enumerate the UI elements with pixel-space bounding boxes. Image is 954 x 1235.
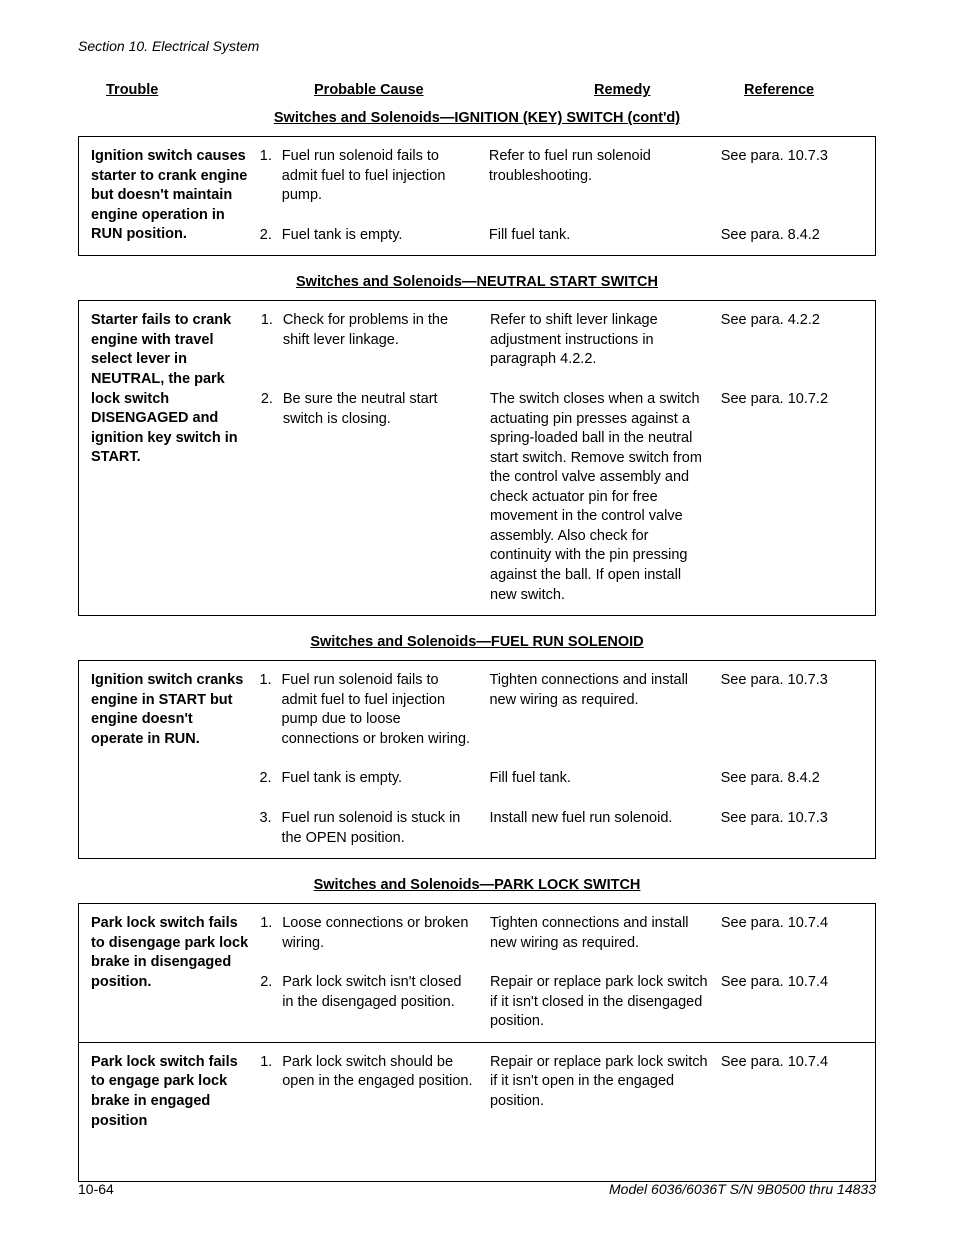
col-header-trouble: Trouble xyxy=(106,82,256,98)
cause-text: Fuel run solenoid fails to admit fuel to… xyxy=(282,147,475,206)
remedy-cell: The switch closes when a switch actuatin… xyxy=(484,380,717,616)
table-row: Park lock switch fails to disengage park… xyxy=(79,904,876,964)
cause-text: Loose connections or broken wiring. xyxy=(282,914,476,953)
cause-number: 1. xyxy=(260,1053,282,1092)
footer-page-number: 10-64 xyxy=(78,1181,114,1197)
reference-cell: See para. 10.7.3 xyxy=(717,661,876,760)
cause-cell: 2.Fuel tank is empty. xyxy=(255,759,483,799)
reference-cell: See para. 10.7.4 xyxy=(717,1042,876,1181)
cause-cell: 1.Fuel run solenoid fails to admit fuel … xyxy=(256,137,483,216)
trouble-table: Ignition switch causes starter to crank … xyxy=(78,136,876,256)
remedy-cell: Install new fuel run solenoid. xyxy=(483,799,716,859)
cause-number: 2. xyxy=(261,390,283,429)
trouble-table: Starter fails to crank engine with trave… xyxy=(78,300,876,616)
cause-number: 2. xyxy=(260,973,282,1012)
remedy-cell: Repair or replace park lock switch if it… xyxy=(484,1042,717,1181)
cause-number: 1. xyxy=(260,914,282,953)
cause-text: Fuel tank is empty. xyxy=(282,226,475,246)
table-row: Ignition switch cranks engine in START b… xyxy=(79,661,876,760)
trouble-table: Ignition switch cranks engine in START b… xyxy=(78,660,876,859)
page-footer: 10-64 Model 6036/6036T S/N 9B0500 thru 1… xyxy=(78,1181,876,1197)
cause-number: 2. xyxy=(260,226,282,246)
footer-model-info: Model 6036/6036T S/N 9B0500 thru 14833 xyxy=(609,1181,876,1197)
cause-text: Fuel run solenoid fails to admit fuel to… xyxy=(281,671,475,749)
cause-number: 1. xyxy=(259,671,281,749)
table-row: Starter fails to crank engine with trave… xyxy=(79,301,876,380)
cause-cell: 1.Park lock switch should be open in the… xyxy=(256,1042,484,1181)
reference-cell: See para. 8.4.2 xyxy=(717,759,876,799)
reference-cell: See para. 10.7.3 xyxy=(717,137,876,216)
remedy-cell: Tighten connections and install new wiri… xyxy=(484,904,717,964)
reference-cell: See para. 4.2.2 xyxy=(717,301,876,380)
cause-text: Check for problems in the shift lever li… xyxy=(283,311,476,350)
cause-cell: 2.Fuel tank is empty. xyxy=(256,216,483,256)
subsection-title: Switches and Solenoids—NEUTRAL START SWI… xyxy=(78,274,876,290)
subsection-title: Switches and Solenoids—FUEL RUN SOLENOID xyxy=(78,634,876,650)
col-header-remedy: Remedy xyxy=(594,82,744,98)
cause-number: 1. xyxy=(260,147,282,206)
cause-text: Be sure the neutral start switch is clos… xyxy=(283,390,476,429)
cause-text: Fuel run solenoid is stuck in the OPEN p… xyxy=(281,809,475,848)
section-header: Section 10. Electrical System xyxy=(78,38,876,54)
reference-cell: See para. 10.7.4 xyxy=(717,904,876,964)
cause-cell: 2.Be sure the neutral start switch is cl… xyxy=(257,380,484,616)
column-headers-row: Trouble Probable Cause Remedy Reference xyxy=(78,82,876,98)
subsection-title: Switches and Solenoids—PARK LOCK SWITCH xyxy=(78,877,876,893)
remedy-cell: Repair or replace park lock switch if it… xyxy=(484,963,717,1042)
cause-cell: 3.Fuel run solenoid is stuck in the OPEN… xyxy=(255,799,483,859)
page-container: Section 10. Electrical System Trouble Pr… xyxy=(0,0,954,1235)
trouble-cell: Ignition switch cranks engine in START b… xyxy=(79,661,256,859)
reference-cell: See para. 8.4.2 xyxy=(717,216,876,256)
cause-text: Park lock switch isn't closed in the dis… xyxy=(282,973,476,1012)
cause-text: Park lock switch should be open in the e… xyxy=(282,1053,476,1092)
sections-container: Switches and Solenoids—IGNITION (KEY) SW… xyxy=(78,110,876,1182)
remedy-cell: Tighten connections and install new wiri… xyxy=(483,661,716,760)
trouble-cell: Starter fails to crank engine with trave… xyxy=(79,301,257,616)
trouble-table: Park lock switch fails to disengage park… xyxy=(78,903,876,1182)
remedy-cell: Fill fuel tank. xyxy=(483,216,717,256)
cause-cell: 1.Check for problems in the shift lever … xyxy=(257,301,484,380)
trouble-cell: Park lock switch fails to engage park lo… xyxy=(79,1042,257,1181)
cause-cell: 1.Fuel run solenoid fails to admit fuel … xyxy=(255,661,483,760)
reference-cell: See para. 10.7.4 xyxy=(717,963,876,1042)
cause-number: 1. xyxy=(261,311,283,350)
col-header-reference: Reference xyxy=(744,82,864,98)
trouble-cell: Park lock switch fails to disengage park… xyxy=(79,904,257,1043)
remedy-cell: Refer to shift lever linkage adjustment … xyxy=(484,301,717,380)
subsection-title: Switches and Solenoids—IGNITION (KEY) SW… xyxy=(78,110,876,126)
cause-text: Fuel tank is empty. xyxy=(281,769,475,789)
table-row: Park lock switch fails to engage park lo… xyxy=(79,1042,876,1181)
cause-number: 2. xyxy=(259,769,281,789)
col-header-cause: Probable Cause xyxy=(314,82,514,98)
remedy-cell: Fill fuel tank. xyxy=(483,759,716,799)
trouble-cell: Ignition switch causes starter to crank … xyxy=(79,137,256,256)
cause-number: 3. xyxy=(259,809,281,848)
cause-cell: 2.Park lock switch isn't closed in the d… xyxy=(256,963,484,1042)
reference-cell: See para. 10.7.3 xyxy=(717,799,876,859)
cause-cell: 1.Loose connections or broken wiring. xyxy=(256,904,484,964)
remedy-cell: Refer to fuel run solenoid troubleshooti… xyxy=(483,137,717,216)
table-row: Ignition switch causes starter to crank … xyxy=(79,137,876,216)
reference-cell: See para. 10.7.2 xyxy=(717,380,876,616)
